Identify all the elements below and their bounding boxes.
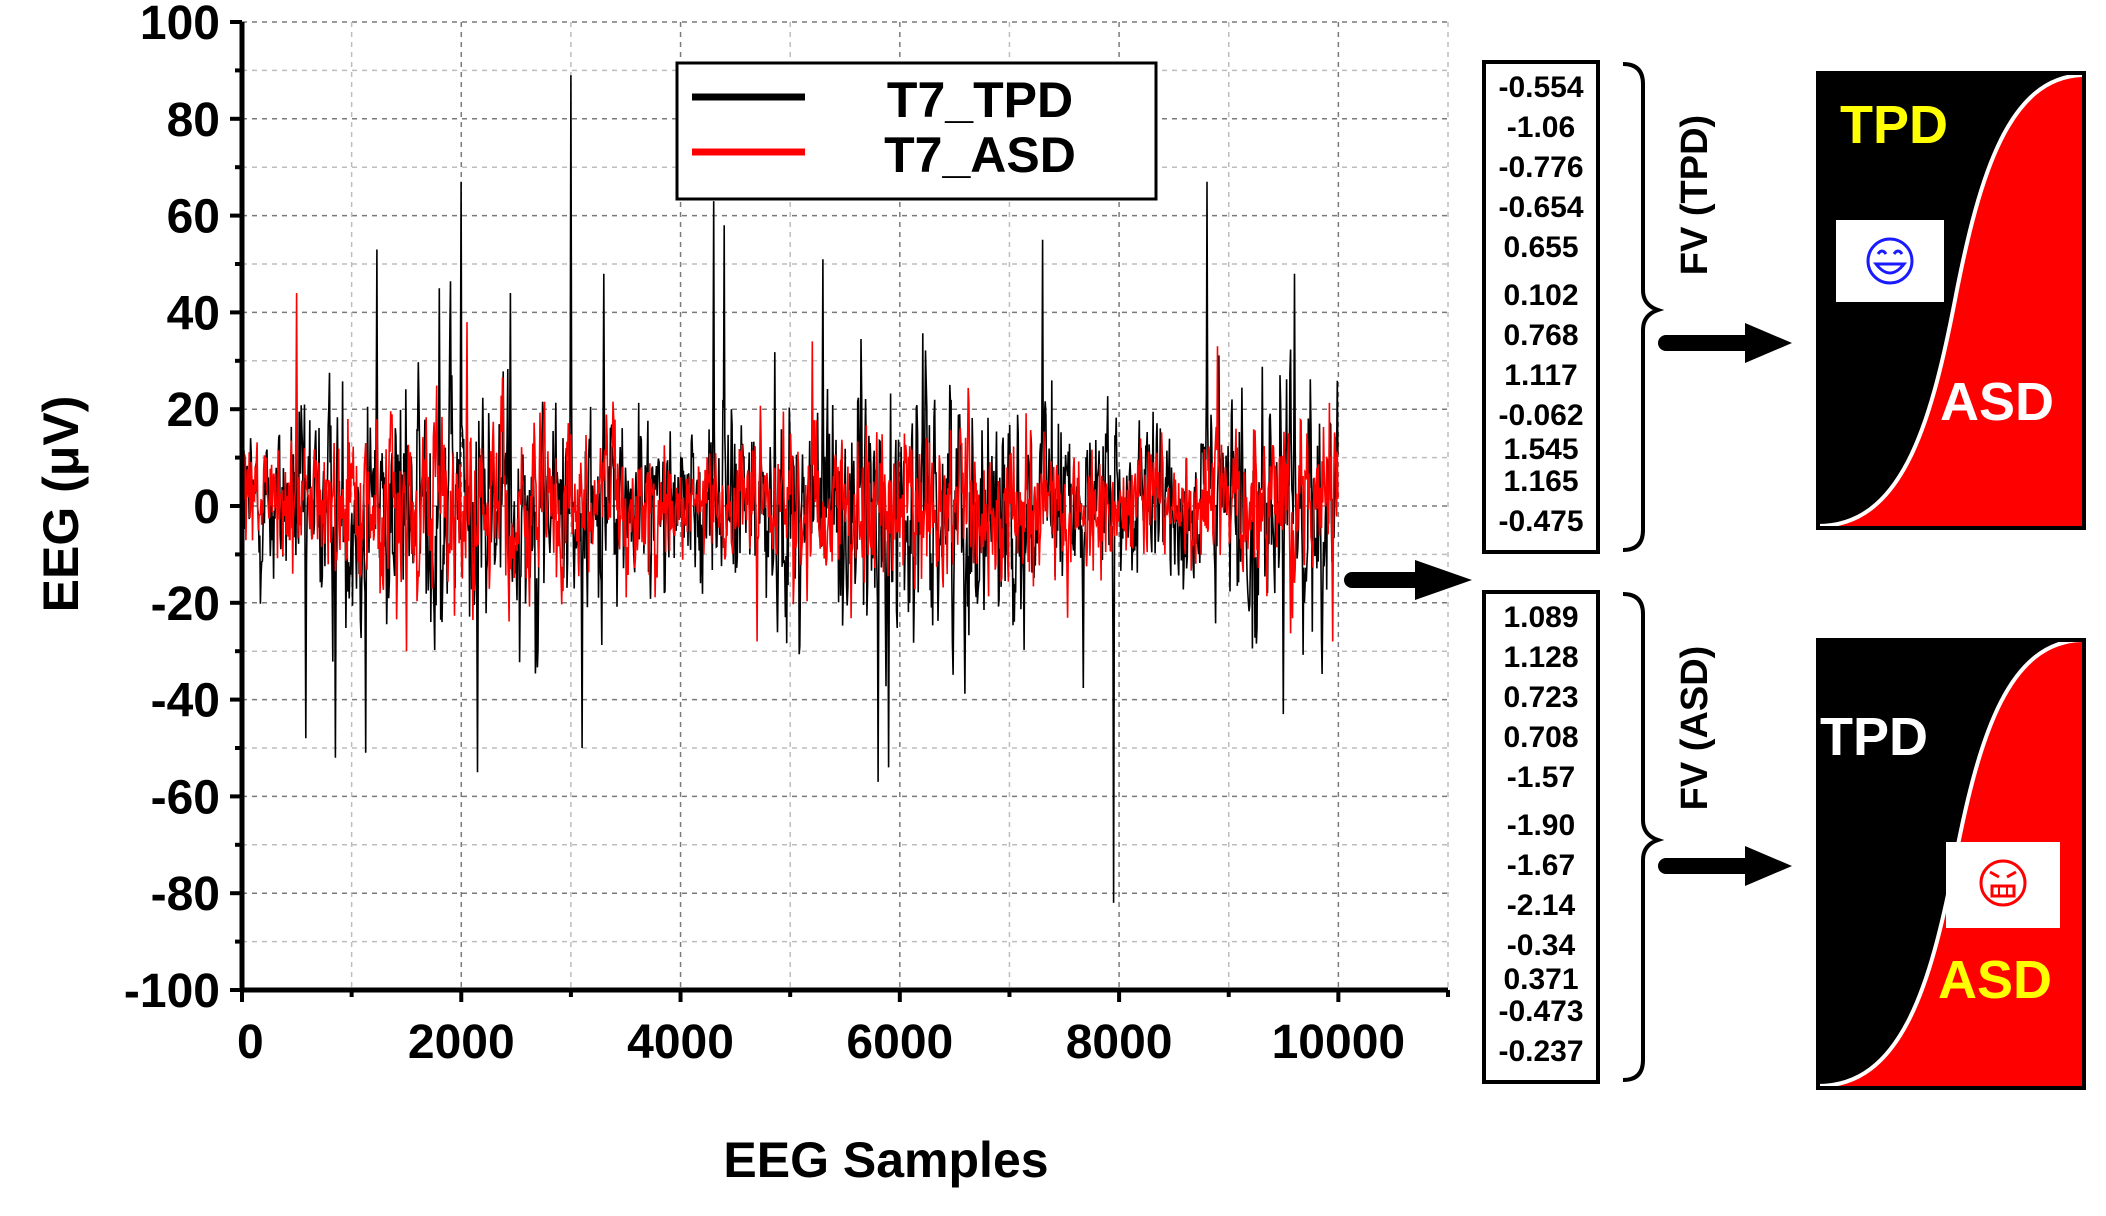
angry-face-icon xyxy=(1979,859,2027,907)
y-tick-label: -40 xyxy=(151,675,220,728)
fv-value: -0.473 xyxy=(1498,995,1583,1028)
panel-top-emoji-box xyxy=(1836,220,1944,302)
x-tick-label: 8000 xyxy=(1066,1016,1173,1069)
y-tick-label: 80 xyxy=(167,94,220,147)
y-tick-label: 20 xyxy=(167,384,220,437)
eeg-chart: 100 80 60 40 20 0 -20 -40 -60 -80 -100 0 2000 4000 600… xyxy=(33,0,1450,1188)
fv-value: -0.062 xyxy=(1498,399,1583,432)
panel-bottom-asd-label: ASD xyxy=(1938,950,2052,1010)
fv-value: -0.554 xyxy=(1498,71,1583,104)
y-tick-label: 40 xyxy=(167,287,220,340)
chart-axes xyxy=(230,20,1450,1002)
fv-value: 0.708 xyxy=(1503,721,1578,754)
fv-value: 0.371 xyxy=(1503,963,1578,996)
y-tick-label: -100 xyxy=(124,965,220,1018)
y-axis-label: EEG (μV) xyxy=(33,396,89,613)
y-tick-label: -60 xyxy=(151,771,220,824)
happy-face-icon xyxy=(1866,237,1914,285)
fv-asd-label: FV (ASD) xyxy=(1674,646,1716,811)
fv-value: -1.06 xyxy=(1507,111,1575,144)
fv-value: 1.165 xyxy=(1503,465,1578,498)
fv-value: 0.723 xyxy=(1503,681,1578,714)
fv-value: 0.102 xyxy=(1503,279,1578,312)
fv-tpd-brace xyxy=(1622,62,1665,552)
arrow-chart-to-fv xyxy=(1344,560,1472,600)
x-tick-label: 0 xyxy=(237,1016,264,1069)
classifier-panel-bottom: TPD ASD xyxy=(1816,638,2086,1090)
legend-label-t7-tpd: T7_TPD xyxy=(887,72,1073,128)
fv-asd-box xyxy=(1482,590,1600,1084)
feature-vector-tpd: -0.554 -1.06 -0.776 -0.654 0.655 0.102 0.768 1.… xyxy=(1482,60,1716,554)
fv-tpd-box xyxy=(1482,60,1600,554)
classifier-panel-top: TPD ASD xyxy=(1816,71,2086,530)
fv-asd-brace xyxy=(1622,592,1665,1082)
x-tick-label: 4000 xyxy=(627,1016,734,1069)
fv-value: -1.67 xyxy=(1507,849,1575,882)
fv-value: -0.654 xyxy=(1498,191,1583,224)
fv-value: -1.90 xyxy=(1507,809,1575,842)
fv-value: 0.655 xyxy=(1503,231,1578,264)
x-tick-label: 2000 xyxy=(408,1016,515,1069)
x-tick-label: 10000 xyxy=(1272,1016,1405,1069)
fv-value: -1.57 xyxy=(1507,761,1575,794)
series-line-t7-asd xyxy=(241,292,1339,652)
fv-value: -0.34 xyxy=(1507,929,1576,962)
x-tick-label: 6000 xyxy=(846,1016,953,1069)
panel-top-asd-label: ASD xyxy=(1940,372,2054,432)
fv-value: 1.545 xyxy=(1503,433,1578,466)
legend-label-t7-asd: T7_ASD xyxy=(884,127,1076,183)
x-axis-label: EEG Samples xyxy=(723,1132,1048,1188)
fv-value: -2.14 xyxy=(1507,889,1576,922)
panel-bottom-asd-region xyxy=(1818,640,2084,1088)
fv-tpd-values: -0.554 -1.06 -0.776 -0.654 0.655 0.102 0.768 1.… xyxy=(1498,71,1583,538)
fv-value: 0.768 xyxy=(1503,319,1578,352)
y-tick-label: 0 xyxy=(193,481,220,534)
y-tick-label: -80 xyxy=(151,868,220,921)
y-tick-label: -20 xyxy=(151,578,220,631)
fv-value: 1.117 xyxy=(1504,359,1577,392)
tick-labels: 100 80 60 40 20 0 -20 -40 -60 -80 -100 0 2000 4000 600… xyxy=(124,0,1405,1069)
y-tick-label: 100 xyxy=(140,0,220,50)
fv-value: -0.776 xyxy=(1498,151,1583,184)
arrow-fv-asd-to-panel xyxy=(1658,846,1792,886)
chart-legend: T7_TPD T7_ASD xyxy=(675,61,1158,201)
fv-value: -0.237 xyxy=(1498,1035,1583,1068)
fv-value: 1.089 xyxy=(1503,601,1578,634)
panel-top-tpd-label: TPD xyxy=(1840,95,1948,155)
fv-value: -0.475 xyxy=(1498,505,1583,538)
fv-value: 1.128 xyxy=(1503,641,1578,674)
panel-bottom-tpd-label: TPD xyxy=(1820,707,1928,767)
legend-box xyxy=(675,61,1158,201)
feature-vector-asd: 1.089 1.128 0.723 0.708 -1.57 -1.90 -1.67 -2.14… xyxy=(1482,590,1716,1084)
series-path-t7-asd xyxy=(241,292,1339,652)
fv-tpd-label: FV (TPD) xyxy=(1674,115,1716,275)
panel-top-asd-region xyxy=(1818,75,2084,528)
arrow-fv-tpd-to-panel xyxy=(1658,323,1792,363)
y-tick-label: 60 xyxy=(167,191,220,244)
fv-asd-values: 1.089 1.128 0.723 0.708 -1.57 -1.90 -1.67 -2.14… xyxy=(1498,601,1583,1068)
